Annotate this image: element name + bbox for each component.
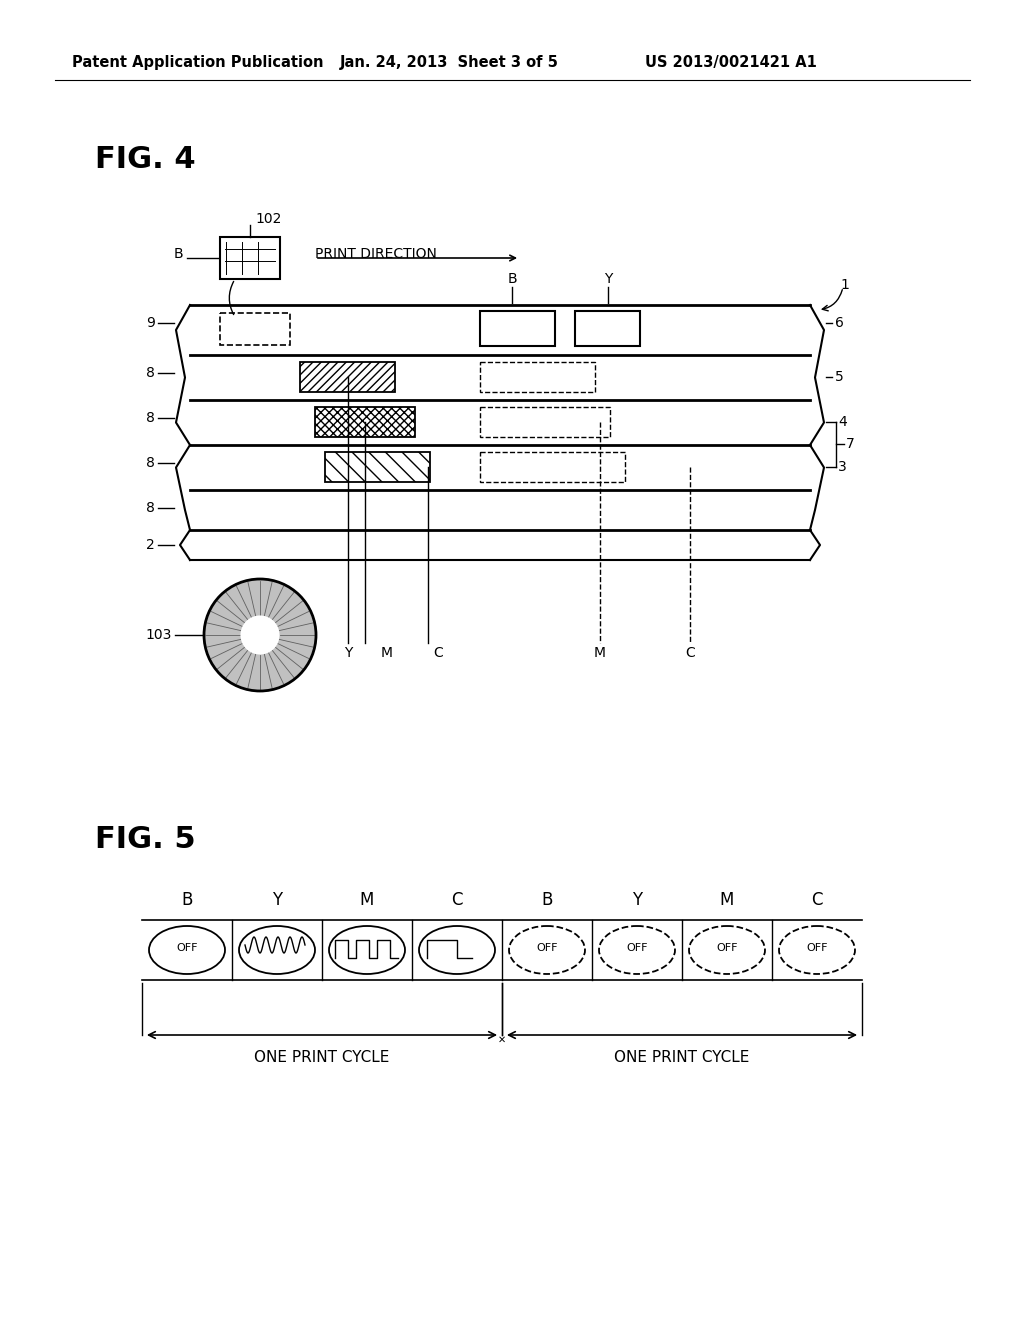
Bar — [480, 451, 625, 482]
Bar — [220, 238, 280, 279]
Text: 8: 8 — [146, 502, 155, 515]
Text: Y: Y — [632, 891, 642, 909]
Bar — [575, 312, 640, 346]
Bar — [480, 312, 555, 346]
Text: OFF: OFF — [176, 942, 198, 953]
Text: 9: 9 — [146, 315, 155, 330]
Text: 3: 3 — [838, 459, 847, 474]
Text: FIG. 4: FIG. 4 — [95, 145, 196, 174]
Text: C: C — [452, 891, 463, 909]
Text: 5: 5 — [835, 370, 844, 384]
Text: M: M — [359, 891, 374, 909]
Text: 8: 8 — [146, 411, 155, 425]
Text: 1: 1 — [840, 279, 849, 292]
Text: FIG. 5: FIG. 5 — [95, 825, 196, 854]
Bar — [220, 313, 290, 345]
Text: Patent Application Publication: Patent Application Publication — [72, 54, 324, 70]
Text: US 2013/0021421 A1: US 2013/0021421 A1 — [645, 54, 817, 70]
Text: 103: 103 — [145, 628, 171, 642]
Text: ONE PRINT CYCLE: ONE PRINT CYCLE — [614, 1049, 750, 1064]
Text: 102: 102 — [255, 213, 282, 226]
Text: C: C — [685, 645, 695, 660]
Circle shape — [242, 616, 279, 653]
Text: B: B — [542, 891, 553, 909]
Text: PRINT DIRECTION: PRINT DIRECTION — [315, 247, 437, 261]
Text: C: C — [433, 645, 442, 660]
Ellipse shape — [150, 927, 225, 974]
Ellipse shape — [689, 927, 765, 974]
Text: ONE PRINT CYCLE: ONE PRINT CYCLE — [254, 1049, 390, 1064]
Text: 8: 8 — [146, 366, 155, 380]
Text: ✕: ✕ — [498, 1035, 506, 1045]
Text: M: M — [381, 645, 393, 660]
Bar — [480, 362, 595, 392]
Text: B: B — [507, 272, 517, 286]
Ellipse shape — [419, 927, 495, 974]
Ellipse shape — [779, 927, 855, 974]
Bar — [325, 451, 430, 482]
Text: OFF: OFF — [716, 942, 737, 953]
Ellipse shape — [599, 927, 675, 974]
Ellipse shape — [239, 927, 315, 974]
Ellipse shape — [329, 927, 406, 974]
Text: Y: Y — [604, 272, 612, 286]
Text: M: M — [720, 891, 734, 909]
Text: OFF: OFF — [627, 942, 648, 953]
Text: 4: 4 — [838, 414, 847, 429]
Text: OFF: OFF — [806, 942, 827, 953]
Text: 2: 2 — [146, 539, 155, 552]
Text: OFF: OFF — [537, 942, 558, 953]
Text: 6: 6 — [835, 315, 844, 330]
Text: Jan. 24, 2013  Sheet 3 of 5: Jan. 24, 2013 Sheet 3 of 5 — [340, 54, 559, 70]
Text: B: B — [181, 891, 193, 909]
Circle shape — [204, 579, 316, 690]
Ellipse shape — [509, 927, 585, 974]
Text: 7: 7 — [846, 437, 855, 451]
Text: Y: Y — [272, 891, 282, 909]
Bar — [300, 362, 395, 392]
Text: M: M — [594, 645, 606, 660]
Text: B: B — [173, 247, 183, 261]
Text: C: C — [811, 891, 822, 909]
Bar — [315, 407, 415, 437]
Text: Y: Y — [344, 645, 352, 660]
Bar — [480, 407, 610, 437]
Text: 8: 8 — [146, 455, 155, 470]
